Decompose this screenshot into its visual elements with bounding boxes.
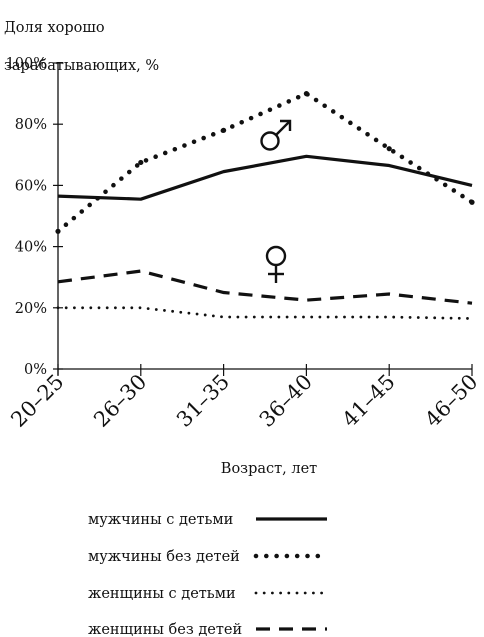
x-tick-label: 41–45 <box>338 370 400 432</box>
y-tick-label: 80% <box>15 117 47 133</box>
series-line-1 <box>57 154 473 201</box>
legend-label: женщины без детей <box>88 622 242 637</box>
male-symbol-arrow-shaft <box>275 120 291 136</box>
y-tick-label: 20% <box>15 301 47 317</box>
y-tick-label: 0% <box>24 362 47 378</box>
series-line-3 <box>56 306 474 320</box>
y-axis-title-line-1: Доля хорошо <box>4 20 105 36</box>
data-point <box>55 228 61 234</box>
female-symbol-icon <box>265 245 287 283</box>
y-tick-label: 100% <box>6 56 47 72</box>
data-point <box>469 199 475 205</box>
x-axis-title: Возраст, лет <box>221 461 317 477</box>
x-tick-label: 26–30 <box>89 370 151 432</box>
legend-label: женщины с детьми <box>88 586 236 602</box>
male-symbol-circle <box>260 131 280 151</box>
x-tick-label: 31–35 <box>172 370 234 432</box>
data-point <box>138 159 144 166</box>
legend-label: мужчины без детей <box>88 549 240 565</box>
legend-label: мужчины с детьми <box>88 512 233 528</box>
y-tick-label: 60% <box>15 178 47 194</box>
x-tick-label: 46–50 <box>420 370 482 432</box>
series-line-2 <box>55 90 475 234</box>
male-symbol-icon <box>260 119 292 151</box>
series-line-4 <box>57 269 473 305</box>
y-axis-title: Доля хорошо зарабатывающих, % <box>4 0 159 95</box>
data-point <box>221 127 227 133</box>
female-symbol-circle <box>265 245 287 267</box>
male-symbol-arrow-head <box>280 119 292 131</box>
x-tick-label: 36–40 <box>255 370 317 432</box>
x-tick-label: 20–25 <box>6 370 68 432</box>
data-point <box>386 146 392 152</box>
data-point <box>303 91 309 97</box>
y-tick-label: 40% <box>15 240 47 256</box>
y-axis-title-line-2: зарабатывающих, % <box>4 58 160 74</box>
